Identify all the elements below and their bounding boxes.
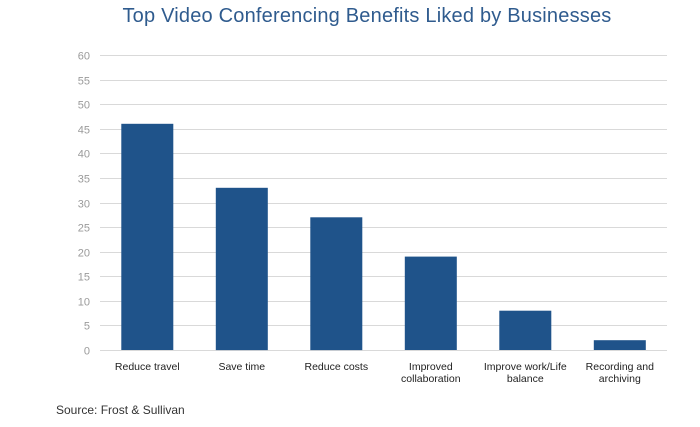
category-label: Reduce costs: [304, 361, 368, 373]
category-label: Save time: [218, 361, 265, 373]
source-note: Source: Frost & Sullivan: [56, 403, 185, 417]
y-tick-label: 20: [78, 248, 90, 260]
y-tick-label: 25: [78, 223, 90, 235]
y-axis-tick-labels: 0 5 10 15 20 25 30 35 40 45 50 55 60: [78, 51, 90, 358]
bar-5: [499, 310, 552, 350]
y-tick-label: 35: [78, 174, 90, 186]
bar-chart: 0 5 10 15 20 25 30 35 40 45 50 55 60 Reduce travel Sa…: [78, 51, 667, 385]
y-tick-label: 30: [78, 199, 90, 211]
category-label: Improved collaboration: [401, 361, 461, 385]
y-tick-label: 60: [78, 51, 90, 63]
gridlines: [100, 55, 667, 351]
bar-4: [404, 256, 457, 350]
y-tick-label: 15: [78, 272, 90, 284]
y-tick-label: 45: [78, 125, 90, 137]
bar-2: [215, 187, 268, 351]
category-labels: Reduce travel Save time Reduce costs Improv…: [115, 361, 654, 385]
y-tick-label: 5: [84, 321, 90, 333]
category-label: Reduce travel: [115, 361, 180, 373]
category-label: Recording and archiving: [586, 361, 654, 385]
y-tick-label: 10: [78, 297, 90, 309]
bar-3: [310, 217, 363, 351]
y-tick-label: 0: [84, 346, 90, 358]
bars: [121, 123, 646, 351]
y-tick-label: 40: [78, 149, 90, 161]
chart-title: Top Video Conferencing Benefits Liked by…: [122, 5, 612, 27]
y-tick-label: 50: [78, 100, 90, 112]
y-tick-label: 55: [78, 76, 90, 88]
bar-1: [121, 123, 174, 350]
bar-6: [593, 340, 646, 350]
category-label: Improve work/Life balance: [484, 361, 567, 385]
